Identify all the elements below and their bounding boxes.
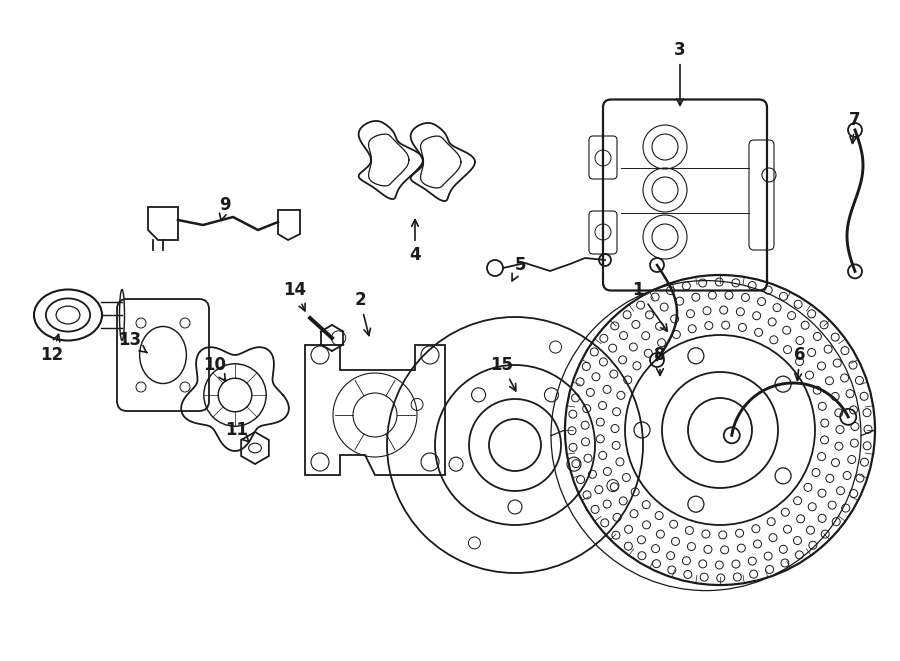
Text: 8: 8	[654, 346, 666, 375]
Text: 11: 11	[226, 421, 249, 442]
Text: 5: 5	[512, 256, 526, 281]
Text: 10: 10	[203, 356, 227, 381]
Text: 3: 3	[674, 41, 686, 105]
Text: 1: 1	[632, 281, 667, 331]
Text: 7: 7	[850, 111, 860, 143]
Text: 4: 4	[410, 219, 421, 264]
Text: 6: 6	[794, 346, 806, 380]
Text: 15: 15	[491, 356, 516, 391]
Text: 2: 2	[355, 291, 371, 336]
Text: 12: 12	[40, 334, 64, 364]
Text: 14: 14	[284, 281, 307, 311]
Text: 9: 9	[220, 196, 230, 221]
Text: 13: 13	[119, 331, 147, 352]
